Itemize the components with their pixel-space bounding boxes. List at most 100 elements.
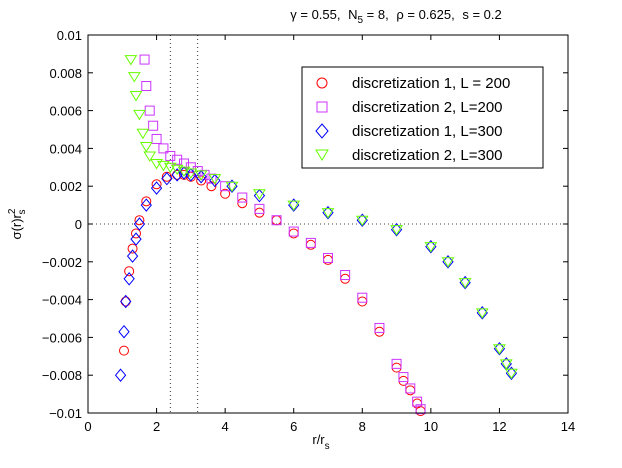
data-point [120, 296, 131, 307]
legend-marker-triangle [315, 149, 329, 161]
data-point [505, 368, 518, 380]
data-point [119, 345, 129, 356]
x-tick-label: 12 [492, 419, 506, 434]
data-point [505, 366, 518, 381]
title-n5-base: N [348, 7, 357, 22]
x-tick-label: 8 [359, 419, 366, 434]
data-point [220, 188, 231, 199]
data-point [114, 368, 127, 382]
series-2 [139, 54, 426, 415]
x-axis-label: r/rs [312, 432, 329, 452]
data-point [131, 228, 141, 239]
data-point [458, 278, 472, 289]
legend: discretization 1, L = 200 discretization… [301, 66, 544, 169]
y-tick-label: 0.008 [49, 66, 82, 81]
series-4 [124, 55, 518, 380]
data-point [133, 109, 146, 121]
data-point [493, 341, 506, 356]
legend-entry-3: discretization 1, L=300 [315, 123, 503, 140]
data-point [148, 120, 159, 131]
x-tick-label: 0 [84, 419, 91, 434]
legend-marker-circle [316, 77, 328, 89]
data-point [288, 228, 299, 239]
data-point [158, 143, 169, 154]
data-point [288, 226, 299, 237]
data-point [441, 257, 455, 268]
y-axis-label-base: σ(r)r [9, 213, 24, 239]
data-point [476, 306, 488, 320]
data-point [398, 372, 409, 383]
y-axis-label: σ(r)r2s [7, 208, 28, 239]
data-point [415, 404, 426, 415]
legend-marker-square [316, 101, 328, 113]
series-1 [119, 169, 426, 417]
y-tick-label: −0.008 [42, 368, 82, 383]
svg-text:σ(r)r2s: σ(r)r2s [7, 208, 28, 239]
data-point [209, 173, 221, 188]
data-point [254, 207, 265, 218]
data-point [126, 249, 139, 263]
data-point [139, 142, 153, 153]
data-point [499, 359, 513, 370]
data-point [425, 239, 437, 254]
data-point [195, 169, 207, 184]
data-point [184, 168, 198, 179]
data-point [340, 273, 351, 284]
legend-label-2: discretization 2, L=200 [352, 99, 503, 116]
data-point [405, 385, 416, 396]
data-point [374, 326, 385, 337]
data-point [374, 322, 385, 333]
data-point [120, 294, 132, 309]
series-3 [114, 166, 518, 382]
y-tick-label: −0.006 [42, 330, 82, 345]
legend-entry-2: discretization 2, L=200 [316, 99, 503, 116]
data-point [127, 243, 138, 254]
y-tick-label: 0.002 [49, 179, 82, 194]
title-gamma: γ = 0.55, [290, 7, 340, 22]
legend-label-4: discretization 2, L=300 [352, 147, 503, 164]
data-point [208, 174, 222, 185]
data-point [271, 215, 282, 226]
y-tick-label: −0.01 [49, 406, 82, 421]
data-point [305, 237, 316, 248]
data-point [356, 213, 368, 228]
data-point [136, 128, 150, 140]
data-point [357, 296, 368, 307]
data-point [442, 255, 454, 269]
data-point [226, 179, 238, 193]
data-point [141, 81, 152, 92]
data-point [165, 150, 176, 161]
data-point [390, 222, 403, 237]
data-point [237, 192, 248, 203]
y-tick-label: 0.01 [57, 28, 82, 43]
data-point [357, 292, 368, 303]
data-point [475, 308, 489, 319]
data-point [391, 362, 402, 373]
data-point [415, 406, 426, 417]
data-point [139, 54, 150, 65]
data-point [151, 133, 162, 144]
legend-marker-diamond [315, 123, 329, 139]
x-axis-label-sub: s [325, 441, 330, 452]
data-point [254, 203, 265, 214]
x-tick-label: 14 [561, 419, 575, 434]
data-point [323, 253, 333, 264]
x-tick-label: 4 [222, 419, 229, 434]
data-point [123, 272, 135, 286]
data-point [253, 189, 266, 200]
data-point [321, 208, 335, 219]
y-tick-label: 0.006 [49, 104, 82, 119]
data-point [129, 90, 143, 102]
data-point [220, 181, 231, 192]
data-point [355, 215, 369, 227]
y-tick-label: −0.002 [42, 255, 82, 270]
reference-lines [88, 35, 568, 413]
data-point [118, 324, 130, 339]
data-point [237, 198, 248, 209]
data-point [424, 242, 438, 253]
data-point [144, 105, 155, 116]
data-point [225, 181, 239, 193]
data-point [150, 159, 163, 170]
data-point [141, 196, 152, 207]
